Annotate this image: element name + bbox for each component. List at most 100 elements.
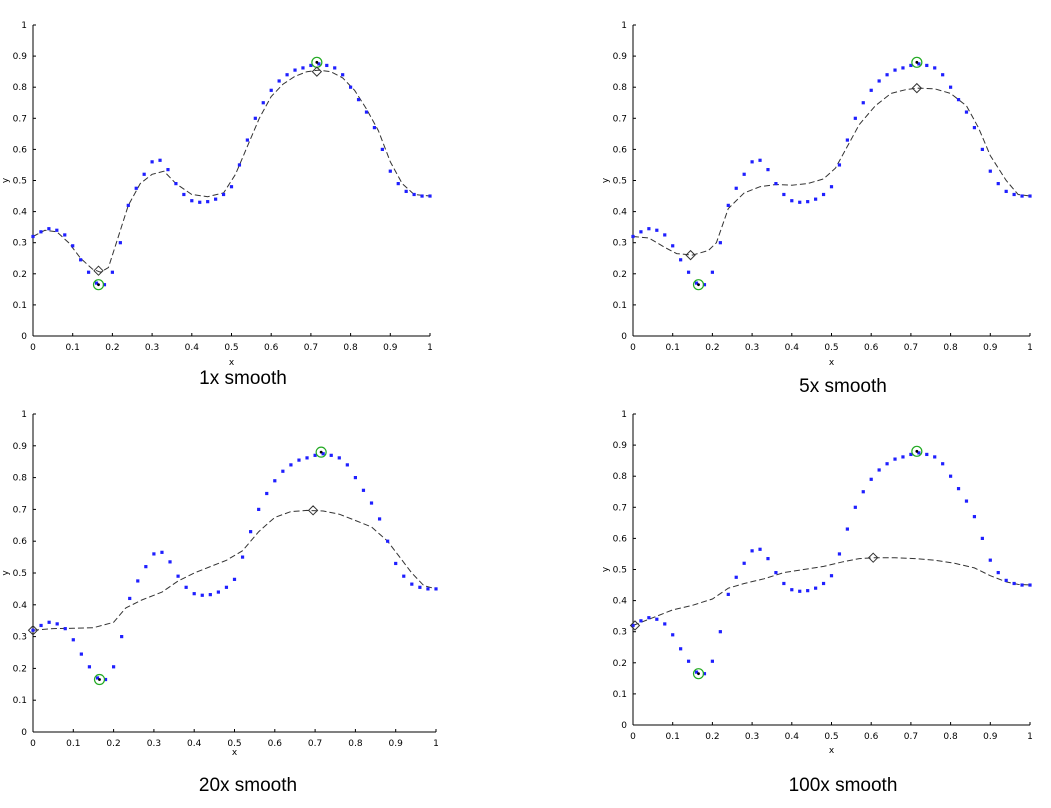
data-point — [356, 98, 361, 102]
y-tick-label: 0.2 — [13, 270, 27, 280]
smoothed-curve — [32, 509, 437, 631]
x-tick-label: 0.8 — [343, 343, 358, 353]
x-tick-label: 0.3 — [145, 343, 159, 353]
x-tick-label: 0.6 — [864, 343, 879, 353]
chart-title: 5x smooth — [799, 376, 887, 397]
data-point — [353, 476, 357, 480]
data-point — [964, 110, 969, 114]
data-point — [158, 158, 162, 162]
data-point — [206, 200, 210, 204]
chart-title: 100x smooth — [789, 775, 898, 796]
y-tick-label: 0.5 — [13, 177, 27, 187]
y-axis-label: y — [601, 566, 611, 572]
data-point — [663, 233, 667, 237]
data-point — [200, 593, 204, 597]
data-point — [128, 596, 132, 601]
chart-title: 20x smooth — [199, 775, 297, 796]
data-point — [184, 585, 188, 589]
data-point — [933, 66, 937, 70]
data-point — [39, 230, 43, 234]
data-point — [1020, 583, 1024, 587]
data-point — [631, 623, 635, 628]
data-point — [1004, 578, 1008, 582]
data-point — [806, 589, 810, 593]
y-tick-label: 0.8 — [13, 474, 28, 484]
y-axis-label: y — [1, 570, 11, 576]
y-tick-label: 1 — [21, 21, 27, 31]
data-point — [734, 186, 738, 190]
data-point — [996, 571, 1000, 575]
data-point — [301, 66, 305, 70]
x-tick-label: 0.1 — [666, 732, 680, 742]
x-tick-label: 0.7 — [904, 732, 918, 742]
data-point — [176, 574, 180, 578]
marker-center-dot — [697, 283, 700, 287]
data-point — [718, 630, 722, 634]
data-point — [782, 581, 786, 586]
data-point — [1020, 194, 1024, 198]
data-point — [396, 182, 400, 186]
data-point — [956, 98, 961, 102]
y-tick-label: 0.7 — [13, 114, 27, 124]
data-point — [168, 560, 172, 564]
y-tick-label: 0.1 — [613, 690, 627, 700]
y-tick-label: 0.8 — [613, 472, 628, 482]
x-tick-label: 0.1 — [666, 343, 680, 353]
true-minimum-marker — [692, 668, 705, 680]
data-point — [309, 63, 313, 68]
estimated-maximum-marker — [311, 66, 323, 77]
true-minimum-marker — [93, 673, 106, 686]
data-point — [47, 227, 51, 231]
data-point — [917, 451, 921, 455]
data-point — [349, 85, 353, 89]
data-point — [418, 585, 422, 589]
data-point — [190, 199, 194, 203]
data-point — [325, 63, 329, 68]
estimated-minimum-marker — [27, 625, 39, 636]
data-point — [972, 515, 977, 519]
data-point — [647, 227, 651, 231]
smoothed-curve — [32, 69, 431, 273]
x-tick-label: 0.4 — [785, 732, 800, 742]
y-tick-label: 0 — [21, 728, 27, 738]
data-point — [245, 138, 249, 142]
data-point — [702, 283, 707, 287]
x-tick-label: 0.9 — [383, 343, 398, 353]
x-tick-label: 0.5 — [227, 739, 241, 749]
data-point — [87, 665, 92, 669]
x-tick-label: 0 — [630, 343, 636, 353]
data-point — [305, 456, 309, 460]
data-point — [214, 197, 218, 201]
data-point — [229, 185, 234, 189]
data-point — [150, 160, 154, 164]
y-tick-label: 0.5 — [613, 566, 627, 576]
data-point — [909, 452, 913, 457]
data-point — [118, 241, 122, 245]
data-point — [71, 244, 75, 248]
data-point — [933, 455, 937, 459]
y-tick-label: 1 — [21, 410, 27, 420]
data-point — [686, 270, 691, 274]
data-point — [774, 571, 778, 575]
data-point — [317, 62, 321, 66]
data-point — [845, 138, 849, 142]
data-point — [102, 283, 107, 287]
x-tick-label: 0.9 — [389, 739, 404, 749]
y-tick-label: 0.6 — [613, 534, 628, 544]
data-point — [240, 555, 245, 559]
y-tick-label: 0.5 — [13, 569, 27, 579]
data-point — [964, 499, 969, 503]
x-tick-label: 0.7 — [304, 343, 318, 353]
data-point — [79, 652, 83, 656]
data-point — [39, 623, 43, 628]
x-tick-label: 0.5 — [824, 343, 838, 353]
data-point — [410, 582, 414, 586]
data-point — [333, 66, 337, 70]
data-point — [742, 561, 746, 565]
estimated-minimum-marker — [629, 620, 641, 631]
marker-center-dot — [319, 450, 323, 454]
data-point — [901, 455, 905, 459]
data-point — [869, 88, 873, 92]
data-point — [750, 160, 754, 164]
